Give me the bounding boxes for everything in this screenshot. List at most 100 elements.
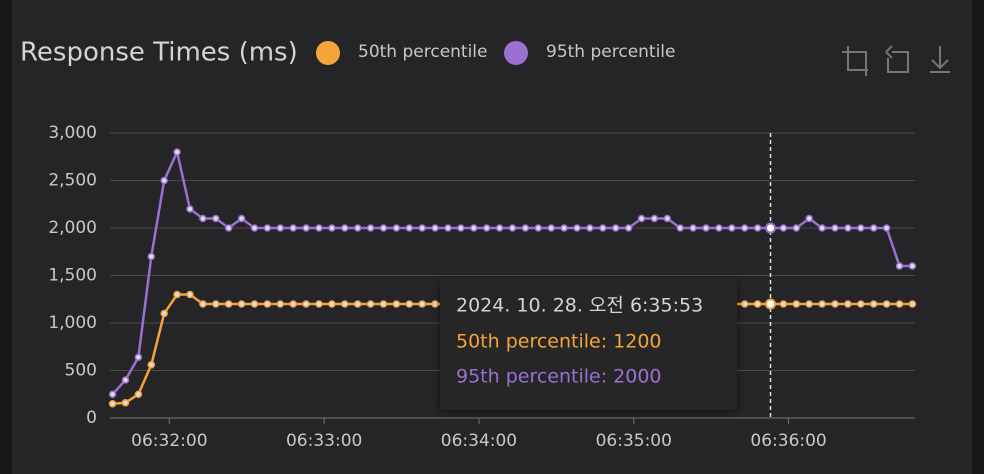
point (869, 300, 878, 308)
point (908, 300, 917, 308)
point (263, 224, 272, 232)
point (882, 224, 891, 232)
zoom-icon[interactable] (842, 46, 868, 76)
point (792, 224, 801, 232)
reset-icon[interactable] (885, 45, 909, 73)
point (302, 224, 310, 232)
point (353, 300, 362, 308)
toolbar (842, 45, 950, 76)
download-icon[interactable] (930, 46, 950, 73)
point (173, 148, 181, 156)
point (418, 300, 426, 308)
point (534, 224, 543, 232)
legend-swatch (316, 41, 340, 65)
point (431, 300, 439, 308)
x-tick-label: 06:36:00 (750, 431, 826, 451)
point (134, 353, 143, 361)
chart-title: Response Times (ms) (20, 38, 298, 68)
point (341, 224, 349, 232)
point (844, 300, 852, 308)
tooltip-line: 50th percentile: 1200 (456, 331, 662, 353)
point (457, 224, 465, 232)
y-tick-label: 2,000 (48, 218, 97, 238)
point (160, 309, 168, 318)
point (818, 224, 826, 232)
point (341, 300, 349, 308)
point (431, 224, 439, 232)
y-tick-label: 1,000 (48, 313, 97, 333)
point (521, 224, 530, 232)
y-tick-label: 0 (86, 408, 97, 428)
point (470, 224, 478, 232)
point (547, 224, 555, 232)
point (160, 176, 168, 185)
point (186, 205, 194, 213)
point (676, 224, 684, 232)
point (715, 224, 723, 232)
point (792, 300, 801, 308)
y-tick-label: 500 (65, 361, 97, 381)
point (895, 300, 904, 308)
point (224, 224, 233, 232)
point (702, 224, 710, 232)
point (869, 224, 878, 232)
point (147, 252, 156, 261)
point (237, 214, 246, 223)
point (805, 300, 813, 308)
point (379, 224, 388, 232)
point (405, 224, 414, 232)
tooltip: 2024. 10. 28. 오전 6:35:53 50th percentile:… (440, 278, 737, 410)
point (315, 224, 323, 232)
point (663, 214, 672, 223)
point (753, 224, 762, 232)
point (779, 224, 788, 232)
legend-swatch (504, 41, 528, 65)
point (302, 300, 310, 308)
tooltip-box (440, 278, 737, 410)
point (212, 214, 220, 223)
point (818, 300, 826, 308)
point (147, 361, 156, 369)
point (895, 262, 904, 270)
point (199, 300, 207, 308)
point (831, 224, 839, 232)
point (224, 300, 233, 308)
point (779, 300, 788, 308)
point (637, 214, 646, 223)
point (857, 300, 865, 308)
y-tick-label: 3,000 (48, 123, 97, 143)
point (186, 290, 194, 299)
point (173, 290, 181, 299)
point (573, 224, 581, 232)
point (366, 224, 375, 232)
point (753, 300, 762, 308)
legend-label: 95th percentile (546, 42, 676, 62)
point (392, 224, 401, 232)
point (199, 214, 207, 223)
point (328, 300, 336, 308)
point (650, 214, 659, 223)
point (611, 224, 620, 232)
y-tick-label: 1,500 (48, 266, 97, 286)
point (599, 224, 607, 232)
point (728, 224, 736, 232)
y-tick-label: 2,500 (48, 171, 97, 191)
point (740, 300, 749, 308)
point (289, 224, 297, 232)
point (740, 224, 749, 232)
point (392, 300, 401, 308)
x-tick-label: 06:33:00 (286, 431, 362, 451)
point (560, 224, 568, 232)
point (315, 300, 323, 308)
point (134, 390, 143, 398)
point (121, 376, 130, 384)
point (108, 390, 117, 398)
point (108, 400, 117, 408)
point (289, 300, 297, 308)
point (882, 300, 891, 308)
tooltip-line: 95th percentile: 2000 (456, 366, 662, 388)
point (250, 224, 259, 232)
hover-point (765, 222, 777, 234)
point (495, 224, 504, 232)
tooltip-title: 2024. 10. 28. 오전 6:35:53 (456, 295, 703, 317)
